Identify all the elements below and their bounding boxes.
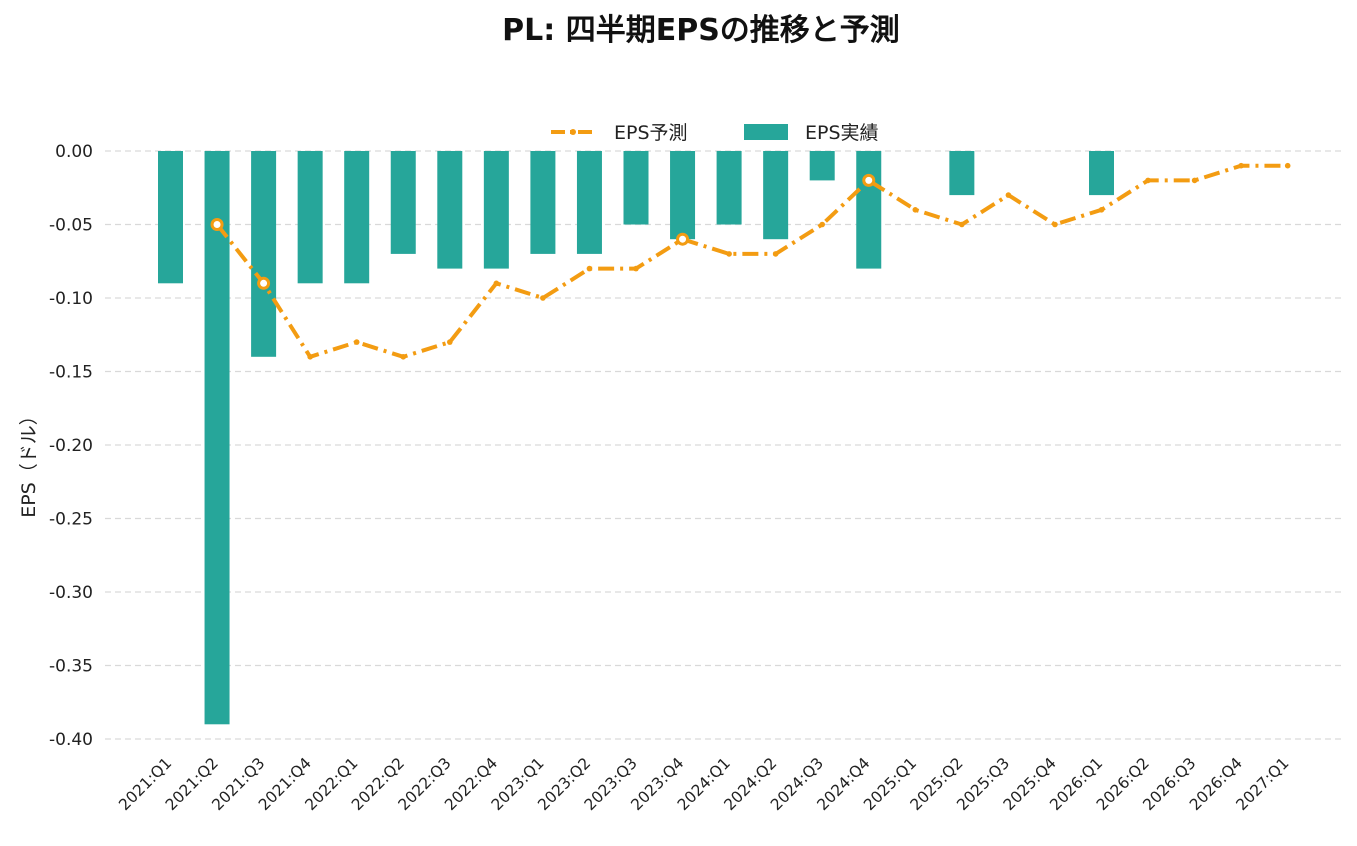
eps-forecast-highlight-point: [257, 276, 271, 290]
gridlines: [105, 150, 1342, 740]
y-tick-labels: 0.00 -0.05 -0.10 -0.15 -0.20 -0.25 -0.30 -0.35 -…: [49, 142, 93, 750]
eps-forecast-point: [633, 265, 639, 272]
eps-forecast-line: [215, 163, 1288, 359]
line-series: [210, 162, 1291, 360]
y-tick-label: -0.40: [49, 730, 93, 750]
eps-forecast-point: [586, 265, 593, 272]
eps-forecast-point: [1145, 177, 1151, 184]
eps-forecast-point: [1191, 177, 1198, 184]
eps-forecast-point: [912, 207, 919, 213]
legend-forecast-label: EPS予測: [614, 122, 688, 144]
legend-forecast-marker: [570, 129, 576, 135]
y-tick-label: 0.00: [55, 142, 93, 162]
eps-actual-bar: [763, 151, 789, 240]
eps-forecast-point: [493, 280, 500, 287]
eps-actual-bar: [344, 151, 370, 284]
x-tick-labels: 2021:Q12021:Q22021:Q32021:Q42022:Q12022:…: [115, 754, 1292, 814]
legend: EPS予測 EPS実績: [551, 122, 879, 144]
eps-actual-bar: [437, 151, 463, 269]
eps-actual-bar: [856, 151, 882, 269]
eps-actual-bar: [949, 151, 975, 196]
eps-forecast-highlight-point: [862, 173, 876, 187]
eps-forecast-point: [959, 221, 965, 228]
eps-forecast-highlight-point: [210, 218, 224, 231]
eps-forecast-point: [447, 339, 453, 345]
chart-title: PL: 四半期EPSの推移と予測: [502, 13, 900, 48]
bar-series: [158, 151, 1114, 725]
legend-actual-label: EPS実績: [805, 122, 879, 144]
eps-forecast-point: [1052, 221, 1058, 228]
y-tick-label: -0.15: [49, 363, 93, 383]
y-tick-label: -0.35: [49, 657, 93, 677]
y-tick-label: -0.25: [49, 510, 93, 530]
eps-actual-bar: [204, 151, 230, 725]
eps-actual-bar: [576, 151, 602, 254]
eps-actual-bar: [670, 151, 696, 240]
eps-forecast-point: [772, 251, 779, 257]
y-tick-label: -0.20: [49, 436, 93, 456]
eps-forecast-point: [307, 354, 313, 360]
eps-forecast-point: [1005, 192, 1012, 198]
eps-forecast-highlight-point: [676, 232, 690, 246]
eps-actual-bar: [297, 151, 323, 284]
eps-forecast-point: [400, 354, 407, 360]
y-tick-label: -0.10: [49, 289, 93, 309]
eps-forecast-point: [1098, 207, 1105, 213]
legend-actual-swatch: [744, 124, 788, 140]
eps-actual-bar: [158, 151, 183, 284]
eps-actual-bar: [623, 151, 649, 225]
eps-forecast-point: [819, 221, 825, 228]
y-tick-label: -0.30: [49, 583, 93, 603]
eps-actual-bar: [530, 151, 556, 254]
y-axis-label: EPS（ドル）: [18, 406, 40, 518]
eps-actual-bar: [716, 151, 742, 225]
eps-forecast-point: [726, 251, 732, 257]
eps-actual-bar: [251, 151, 277, 357]
eps-forecast-point: [1284, 162, 1291, 169]
eps-actual-bar: [809, 151, 835, 181]
eps-actual-bar: [483, 151, 509, 269]
eps-actual-bar: [390, 151, 416, 254]
eps-forecast-point: [353, 339, 360, 345]
eps-actual-bar: [1089, 151, 1114, 196]
y-tick-label: -0.05: [49, 216, 93, 236]
eps-forecast-point: [540, 295, 546, 301]
eps-forecast-point: [1238, 162, 1244, 169]
